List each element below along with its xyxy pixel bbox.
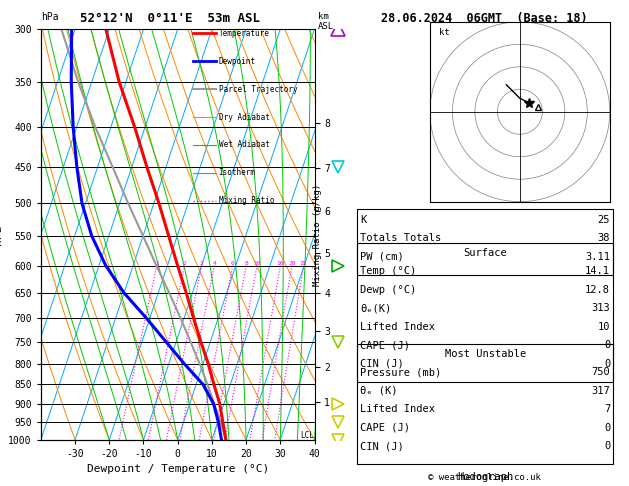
Text: K: K — [360, 215, 367, 225]
Text: 28.06.2024  06GMT  (Base: 18): 28.06.2024 06GMT (Base: 18) — [381, 12, 587, 25]
Text: Hodograph: Hodograph — [457, 471, 513, 482]
Text: Temp (°C): Temp (°C) — [360, 266, 416, 276]
Text: PW (cm): PW (cm) — [360, 252, 404, 261]
Text: Surface: Surface — [464, 248, 507, 258]
Text: 317: 317 — [591, 386, 610, 396]
Text: CIN (J): CIN (J) — [360, 441, 404, 451]
Text: Pressure (mb): Pressure (mb) — [360, 367, 442, 377]
Text: Lifted Index: Lifted Index — [360, 322, 435, 331]
Text: Wet Adiabat: Wet Adiabat — [219, 140, 270, 150]
Text: Dry Adiabat: Dry Adiabat — [219, 113, 270, 122]
Text: Totals Totals: Totals Totals — [360, 233, 442, 243]
X-axis label: Dewpoint / Temperature (°C): Dewpoint / Temperature (°C) — [87, 465, 269, 474]
Text: Isotherm: Isotherm — [219, 168, 256, 177]
Text: 12.8: 12.8 — [585, 285, 610, 295]
Text: CAPE (J): CAPE (J) — [360, 423, 410, 433]
Text: 7: 7 — [604, 404, 610, 414]
Text: CIN (J): CIN (J) — [360, 359, 404, 368]
Text: kt: kt — [439, 28, 450, 37]
Text: 2: 2 — [182, 260, 186, 265]
Text: hPa: hPa — [41, 12, 58, 22]
Text: 10: 10 — [253, 260, 261, 265]
Text: LCL: LCL — [300, 431, 314, 440]
Text: Temperature: Temperature — [219, 29, 270, 38]
Text: θₑ (K): θₑ (K) — [360, 386, 398, 396]
Text: 313: 313 — [591, 303, 610, 313]
Text: 0: 0 — [604, 359, 610, 368]
Text: 10: 10 — [598, 322, 610, 331]
Text: 3: 3 — [200, 260, 204, 265]
Text: 16: 16 — [277, 260, 284, 265]
Y-axis label: hPa: hPa — [0, 225, 3, 244]
Text: Dewp (°C): Dewp (°C) — [360, 285, 416, 295]
Text: Parcel Trajectory: Parcel Trajectory — [219, 85, 298, 94]
Text: Mixing Ratio (g/kg): Mixing Ratio (g/kg) — [313, 183, 322, 286]
Text: θₑ(K): θₑ(K) — [360, 303, 392, 313]
Text: 25: 25 — [598, 215, 610, 225]
Text: 25: 25 — [300, 260, 308, 265]
Text: Dewpoint: Dewpoint — [219, 57, 256, 66]
Text: 38: 38 — [598, 233, 610, 243]
Text: 52°12'N  0°11'E  53m ASL: 52°12'N 0°11'E 53m ASL — [80, 12, 260, 25]
Text: 750: 750 — [591, 367, 610, 377]
Text: 0: 0 — [604, 423, 610, 433]
Text: km
ASL: km ASL — [318, 12, 334, 31]
Text: 4: 4 — [213, 260, 216, 265]
Text: 8: 8 — [245, 260, 248, 265]
Text: Most Unstable: Most Unstable — [445, 349, 526, 359]
Text: Lifted Index: Lifted Index — [360, 404, 435, 414]
Text: 14.1: 14.1 — [585, 266, 610, 276]
Text: CAPE (J): CAPE (J) — [360, 340, 410, 350]
Text: 6: 6 — [231, 260, 235, 265]
Text: Mixing Ratio: Mixing Ratio — [219, 196, 274, 205]
Text: © weatheronline.co.uk: © weatheronline.co.uk — [428, 473, 541, 482]
Text: 20: 20 — [288, 260, 296, 265]
Text: 1: 1 — [155, 260, 159, 265]
Text: 0: 0 — [604, 441, 610, 451]
Text: 3.11: 3.11 — [585, 252, 610, 261]
Text: 0: 0 — [604, 340, 610, 350]
